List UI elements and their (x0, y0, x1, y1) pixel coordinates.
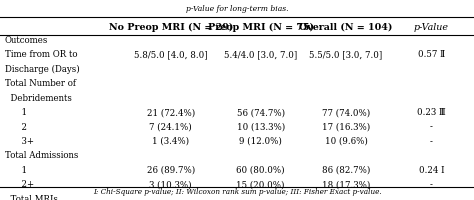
Text: -: - (430, 136, 433, 145)
Text: p-Value: p-Value (414, 23, 449, 31)
Text: 60 (80.0%): 60 (80.0%) (237, 165, 285, 174)
Text: 5.5/5.0 [3.0, 7.0]: 5.5/5.0 [3.0, 7.0] (310, 50, 383, 59)
Text: 5.8/5.0 [4.0, 8.0]: 5.8/5.0 [4.0, 8.0] (134, 50, 208, 59)
Text: 15 (20.0%): 15 (20.0%) (237, 180, 285, 188)
Text: 56 (74.7%): 56 (74.7%) (237, 108, 285, 116)
Text: 3+: 3+ (5, 136, 34, 145)
Text: 0.24 Ⅰ: 0.24 Ⅰ (419, 165, 444, 174)
Text: 2+: 2+ (5, 180, 34, 188)
Text: Total Admissions: Total Admissions (5, 151, 78, 160)
Text: 0.57 Ⅱ: 0.57 Ⅱ (418, 50, 445, 59)
Text: 1 (3.4%): 1 (3.4%) (152, 136, 189, 145)
Text: Outcomes: Outcomes (5, 36, 48, 44)
Text: I: Chi-Square p-value; II: Wilcoxon rank sum p-value; III: Fisher Exact p-value.: I: Chi-Square p-value; II: Wilcoxon rank… (93, 187, 381, 195)
Text: 0.23 Ⅲ: 0.23 Ⅲ (417, 108, 446, 116)
Text: 9 (12.0%): 9 (12.0%) (239, 136, 282, 145)
Text: 3 (10.3%): 3 (10.3%) (149, 180, 192, 188)
Text: 7 (24.1%): 7 (24.1%) (149, 122, 192, 131)
Text: 77 (74.0%): 77 (74.0%) (322, 108, 370, 116)
Text: 26 (89.7%): 26 (89.7%) (146, 165, 195, 174)
Text: Time from OR to: Time from OR to (5, 50, 77, 59)
Text: 1: 1 (5, 165, 27, 174)
Text: 86 (82.7%): 86 (82.7%) (322, 165, 370, 174)
Text: 21 (72.4%): 21 (72.4%) (146, 108, 195, 116)
Text: 10 (13.3%): 10 (13.3%) (237, 122, 285, 131)
Text: Total MRIs: Total MRIs (5, 194, 58, 200)
Text: Total Number of: Total Number of (5, 79, 76, 88)
Text: 17 (16.3%): 17 (16.3%) (322, 122, 370, 131)
Text: 1: 1 (5, 108, 27, 116)
Text: 2: 2 (5, 122, 27, 131)
Text: 18 (17.3%): 18 (17.3%) (322, 180, 370, 188)
Text: p-Value for long-term bias.: p-Value for long-term bias. (186, 5, 288, 13)
Text: 10 (9.6%): 10 (9.6%) (325, 136, 367, 145)
Text: Overall (N = 104): Overall (N = 104) (300, 23, 392, 31)
Text: No Preop MRI (N = 29): No Preop MRI (N = 29) (109, 22, 233, 32)
Text: 5.4/4.0 [3.0, 7.0]: 5.4/4.0 [3.0, 7.0] (224, 50, 297, 59)
Text: Debridements: Debridements (5, 93, 72, 102)
Text: -: - (430, 122, 433, 131)
Text: -: - (430, 180, 433, 188)
Text: Preop MRI (N = 75): Preop MRI (N = 75) (208, 22, 314, 32)
Text: Discharge (Days): Discharge (Days) (5, 64, 80, 73)
